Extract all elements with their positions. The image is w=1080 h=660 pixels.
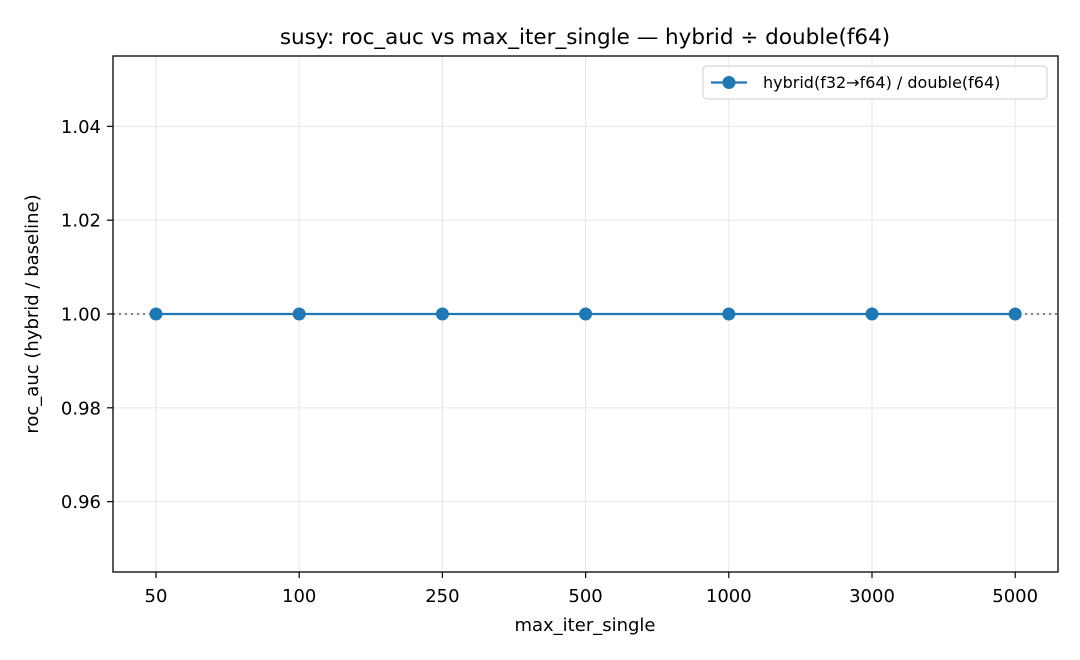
y-tick-label: 1.00 <box>61 305 101 326</box>
data-point <box>435 307 449 321</box>
data-point <box>579 307 593 321</box>
data-point <box>292 307 306 321</box>
x-tick-label: 50 <box>145 586 168 607</box>
data-point <box>865 307 879 321</box>
y-tick-label: 1.02 <box>61 211 101 232</box>
legend-box <box>702 65 1048 100</box>
legend-marker-swatch <box>722 76 736 89</box>
x-tick-label: 250 <box>425 586 459 607</box>
series-group <box>149 307 1022 321</box>
y-tick-label: 0.98 <box>61 398 101 419</box>
y-tick-label: 0.96 <box>61 492 101 513</box>
x-tick-label: 3000 <box>849 586 895 607</box>
y-tick-label: 1.04 <box>61 117 101 138</box>
x-axis-title: max_iter_single <box>514 615 655 636</box>
x-tick-label: 5000 <box>992 586 1038 607</box>
y-axis: 0.96 0.98 1.00 1.02 1.04 <box>61 117 113 513</box>
legend-label: hybrid(f32→f64) / double(f64) <box>763 73 1000 92</box>
x-tick-label: 1000 <box>706 586 752 607</box>
data-point <box>1008 307 1022 321</box>
x-tick-label: 100 <box>282 586 316 607</box>
data-point <box>149 307 163 321</box>
y-axis-title: roc_auc (hybrid / baseline) <box>22 194 43 433</box>
x-axis: 50 100 250 500 1000 3000 5000 <box>145 572 1038 607</box>
legend: hybrid(f32→f64) / double(f64) <box>702 65 1048 100</box>
x-tick-label: 500 <box>568 586 602 607</box>
chart-title: susy: roc_auc vs max_iter_single — hybri… <box>280 25 890 50</box>
data-point <box>722 307 736 321</box>
